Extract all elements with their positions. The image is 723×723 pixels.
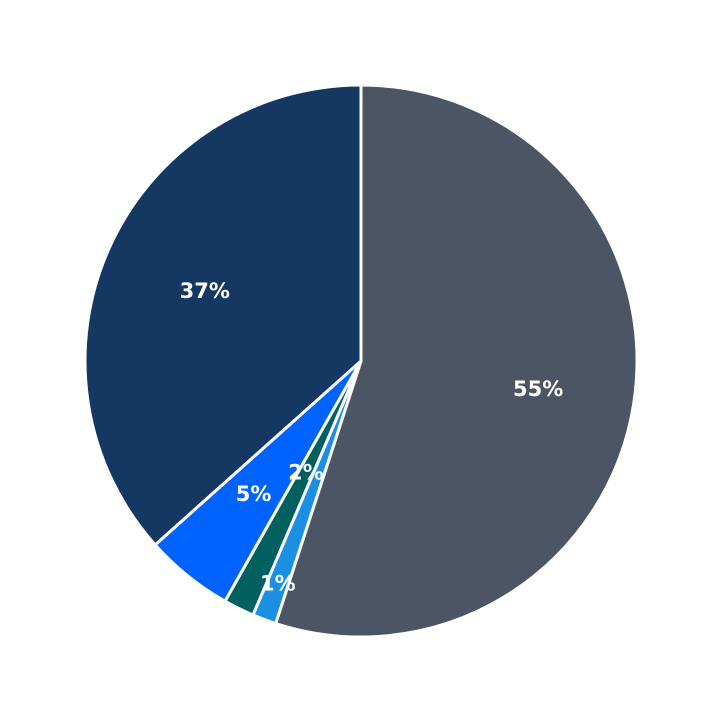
slice-label-4: 37% [180, 279, 230, 303]
pie-slice-4 [83, 83, 363, 547]
slice-label-3: 5% [236, 482, 272, 506]
slice-label-2: 2% [288, 460, 324, 484]
pie-slice-0 [274, 83, 639, 639]
slice-label-1: 1% [260, 571, 296, 595]
slice-label-0: 55% [513, 377, 563, 401]
